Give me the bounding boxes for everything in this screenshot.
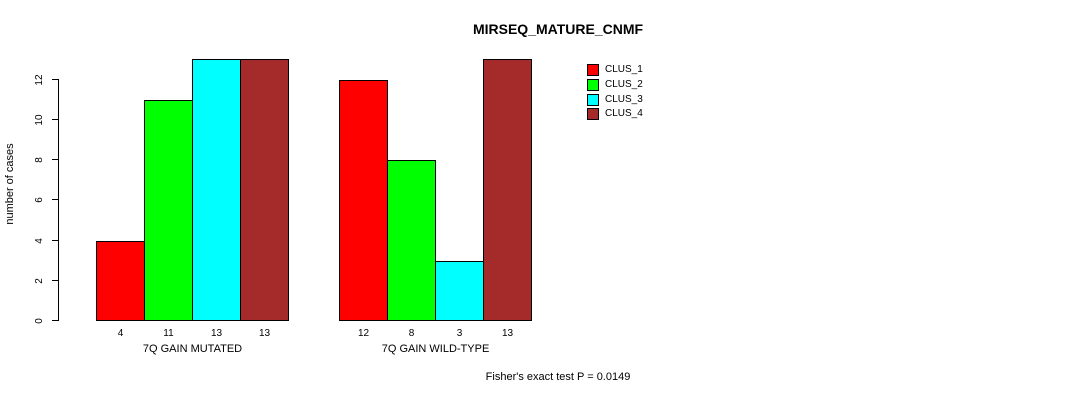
legend-swatch <box>587 78 599 91</box>
y-tick-mark <box>52 159 58 160</box>
y-tick-label: 0 <box>34 318 45 324</box>
y-tick-label: 6 <box>34 197 45 204</box>
bar-value-label: 13 <box>501 328 514 339</box>
y-tick-mark <box>52 279 58 281</box>
bar <box>339 79 388 321</box>
bar <box>483 59 532 321</box>
y-tick-mark <box>52 78 58 80</box>
y-tick-label: 10 <box>34 114 45 126</box>
bar <box>240 59 289 321</box>
legend-label: CLUS_4 <box>605 108 643 120</box>
y-axis-line <box>58 78 59 321</box>
y-axis-label: number of cases <box>4 143 16 225</box>
bar <box>96 240 145 321</box>
y-tick-label: 8 <box>34 157 45 163</box>
annotation-text: Fisher's exact test P = 0.0149 <box>485 371 631 383</box>
y-tick-mark <box>52 320 58 321</box>
legend-label: CLUS_2 <box>605 78 643 90</box>
bar <box>144 99 193 321</box>
y-tick-mark <box>52 199 58 201</box>
bar-value-label: 8 <box>408 328 415 339</box>
bar-value-label: 3 <box>456 328 463 339</box>
bar-value-label: 11 <box>163 328 174 339</box>
legend-label: CLUS_1 <box>605 64 643 75</box>
y-tick-label: 12 <box>34 73 45 86</box>
y-tick-label: 4 <box>34 237 45 244</box>
bar <box>435 260 484 321</box>
bar-value-label: 4 <box>117 328 124 339</box>
chart-title: MIRSEQ_MATURE_CNMF <box>472 21 644 37</box>
legend-swatch <box>587 64 599 76</box>
bar-value-label: 13 <box>210 328 223 339</box>
bar-value-label: 12 <box>357 328 370 339</box>
legend-swatch <box>587 108 599 121</box>
y-tick-mark <box>52 118 58 120</box>
y-tick-mark <box>52 239 58 241</box>
x-group-label: 7Q GAIN WILD-TYPE <box>381 343 490 355</box>
x-group-label: 7Q GAIN MUTATED <box>142 343 243 355</box>
y-tick-label: 2 <box>34 277 45 284</box>
legend-label: CLUS_3 <box>605 93 643 105</box>
bar-value-label: 13 <box>258 328 271 339</box>
bar <box>387 160 436 321</box>
bar <box>192 59 241 321</box>
legend-swatch <box>587 93 599 106</box>
